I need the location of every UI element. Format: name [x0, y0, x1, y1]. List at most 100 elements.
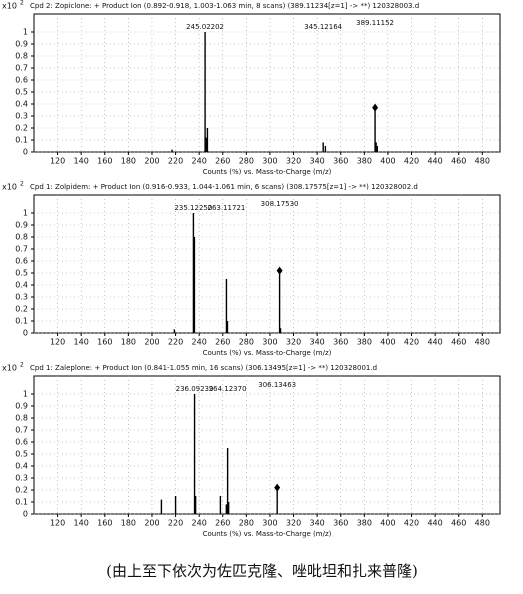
y-exponent: 2 [20, 0, 24, 7]
x-tick-label: 340 [309, 157, 324, 166]
x-tick-label: 140 [74, 157, 89, 166]
x-tick-label: 180 [121, 519, 136, 528]
precursor-marker [274, 483, 281, 492]
x-tick-label: 260 [215, 338, 230, 347]
y-tick-label: 0.2 [15, 124, 28, 133]
precursor-marker [372, 103, 379, 112]
chart-title: Cpd 1: Zaleplone: + Product Ion (0.841-1… [30, 364, 377, 372]
x-tick-label: 160 [97, 519, 112, 528]
y-tick-label: 0.8 [15, 52, 28, 61]
x-tick-label: 160 [97, 338, 112, 347]
y-multiplier: x10 [2, 183, 17, 192]
y-tick-label: 0.6 [15, 438, 28, 447]
peak-label: 263.11721 [208, 204, 246, 212]
x-tick-label: 440 [427, 338, 442, 347]
y-tick-label: 0 [23, 510, 28, 519]
x-tick-label: 220 [168, 519, 183, 528]
peak-label: 389.11152 [356, 19, 394, 27]
x-tick-label: 480 [475, 519, 490, 528]
x-tick-label: 220 [168, 338, 183, 347]
y-tick-label: 0.4 [15, 462, 28, 471]
y-tick-label: 0 [23, 148, 28, 157]
x-tick-label: 460 [451, 338, 466, 347]
spectrum-panel: Cpd 2: Zopiclone: + Product Ion (0.892-0… [2, 0, 501, 176]
y-tick-label: 0.1 [15, 498, 28, 507]
x-tick-label: 460 [451, 519, 466, 528]
x-tick-label: 240 [192, 338, 207, 347]
x-tick-label: 360 [333, 519, 348, 528]
x-axis-label: Counts (%) vs. Mass-to-Charge (m/z) [203, 530, 332, 538]
x-tick-label: 160 [97, 157, 112, 166]
x-tick-label: 280 [239, 157, 254, 166]
peak-label: 308.17530 [261, 200, 299, 208]
y-tick-label: 0.9 [15, 402, 28, 411]
x-tick-label: 240 [192, 157, 207, 166]
y-tick-label: 1 [23, 390, 28, 399]
y-tick-label: 0.4 [15, 100, 28, 109]
y-tick-label: 0.5 [15, 269, 28, 278]
x-tick-label: 280 [239, 519, 254, 528]
x-tick-label: 180 [121, 338, 136, 347]
y-tick-label: 0.4 [15, 281, 28, 290]
x-tick-label: 380 [357, 157, 372, 166]
x-tick-label: 260 [215, 519, 230, 528]
y-exponent: 2 [20, 362, 24, 369]
x-tick-label: 440 [427, 519, 442, 528]
y-tick-label: 0.7 [15, 245, 28, 254]
y-tick-label: 0.5 [15, 88, 28, 97]
x-tick-label: 200 [144, 157, 159, 166]
y-tick-label: 1 [23, 209, 28, 218]
x-axis-label: Counts (%) vs. Mass-to-Charge (m/z) [203, 168, 332, 176]
x-tick-label: 380 [357, 519, 372, 528]
y-tick-label: 0.9 [15, 40, 28, 49]
x-tick-label: 480 [475, 338, 490, 347]
y-multiplier: x10 [2, 2, 17, 11]
x-tick-label: 360 [333, 338, 348, 347]
peak-label: 306.13463 [258, 381, 296, 389]
x-tick-label: 140 [74, 338, 89, 347]
plot-frame [33, 13, 501, 153]
y-tick-label: 0.6 [15, 76, 28, 85]
y-tick-label: 0.8 [15, 414, 28, 423]
plot-frame [33, 375, 501, 515]
x-tick-label: 320 [286, 519, 301, 528]
y-tick-label: 0.3 [15, 474, 28, 483]
spectrum-panel: Cpd 1: Zaleplone: + Product Ion (0.841-1… [2, 362, 501, 538]
x-tick-label: 120 [50, 157, 65, 166]
x-tick-label: 440 [427, 157, 442, 166]
x-tick-label: 220 [168, 157, 183, 166]
x-tick-label: 480 [475, 157, 490, 166]
x-tick-label: 280 [239, 338, 254, 347]
spectrum-panel: Cpd 1: Zolpidem: + Product Ion (0.916-0.… [2, 181, 501, 357]
x-tick-label: 360 [333, 157, 348, 166]
x-tick-label: 200 [144, 519, 159, 528]
chart-title: Cpd 2: Zopiclone: + Product Ion (0.892-0… [30, 2, 419, 10]
y-tick-label: 1 [23, 28, 28, 37]
x-tick-label: 420 [404, 157, 419, 166]
peak-label: 236.09239 [176, 385, 214, 393]
y-tick-label: 0.6 [15, 257, 28, 266]
x-tick-label: 120 [50, 338, 65, 347]
x-tick-label: 180 [121, 157, 136, 166]
x-tick-label: 460 [451, 157, 466, 166]
peak-label: 345.12164 [304, 23, 342, 31]
x-tick-label: 140 [74, 519, 89, 528]
y-tick-label: 0.3 [15, 112, 28, 121]
x-tick-label: 320 [286, 338, 301, 347]
y-tick-label: 0.8 [15, 233, 28, 242]
x-tick-label: 380 [357, 338, 372, 347]
caption: (由上至下依次为佐匹克隆、唑吡坦和扎来普隆) [106, 562, 418, 580]
chart-title: Cpd 1: Zolpidem: + Product Ion (0.916-0.… [30, 183, 418, 191]
y-tick-label: 0.1 [15, 317, 28, 326]
x-tick-label: 340 [309, 519, 324, 528]
x-tick-label: 340 [309, 338, 324, 347]
x-tick-label: 120 [50, 519, 65, 528]
y-tick-label: 0.7 [15, 64, 28, 73]
y-tick-label: 0.1 [15, 136, 28, 145]
y-tick-label: 0.2 [15, 486, 28, 495]
x-tick-label: 260 [215, 157, 230, 166]
x-tick-label: 240 [192, 519, 207, 528]
y-exponent: 2 [20, 181, 24, 188]
peak-label: 264.12370 [209, 385, 247, 393]
